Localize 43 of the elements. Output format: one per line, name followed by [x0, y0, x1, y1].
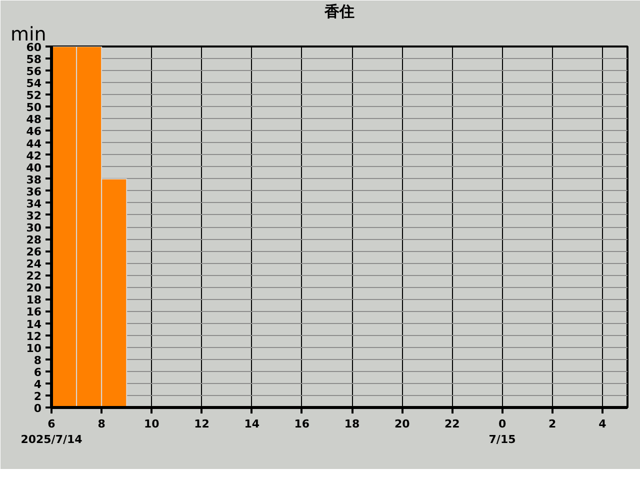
y-tick-label: 58 [26, 53, 42, 66]
x-tick-label: 16 [294, 418, 310, 430]
y-tick-label: 56 [26, 65, 42, 78]
y-tick-label: 46 [26, 125, 42, 138]
x-tick-label: 14 [244, 418, 260, 430]
y-tick-label: 0 [34, 402, 42, 415]
x-tick-label: 2 [548, 418, 556, 430]
y-tick-label: 20 [26, 282, 42, 295]
x-tick-label: 22 [444, 418, 460, 430]
y-tick-label: 42 [26, 149, 42, 162]
x-tick-label: 6 2025/7/14 [20, 418, 83, 446]
x-tick-label: 10 [144, 418, 160, 430]
x-tick-label: 12 [194, 418, 210, 430]
x-tick-label: 0 7/15 [488, 418, 516, 446]
x-tick-label: 8 [98, 418, 106, 430]
y-tick-label: 12 [26, 330, 42, 343]
y-tick-label: 16 [26, 306, 42, 319]
y-tick-label: 44 [26, 137, 42, 150]
y-tick-label: 54 [26, 77, 42, 90]
y-tick-label: 48 [26, 113, 42, 126]
y-tick-label: 32 [26, 209, 42, 222]
y-tick-label: 4 [34, 378, 42, 391]
y-tick-label: 10 [26, 342, 42, 355]
y-tick-label: 36 [26, 185, 42, 198]
y-tick-label: 30 [26, 222, 42, 234]
y-tick-label: 8 [34, 354, 42, 367]
x-tick-label: 20 [394, 418, 410, 430]
y-tick-label: 52 [26, 89, 42, 102]
y-tick-label: 50 [26, 101, 42, 114]
chart-title: 香住 [324, 2, 354, 20]
y-tick-label: 38 [26, 173, 42, 186]
y-tick-label: 6 [34, 366, 42, 379]
x-tick-label: 18 [344, 418, 360, 430]
y-tick-label: 18 [26, 294, 42, 307]
y-tick-label: 40 [26, 161, 42, 174]
y-tick-label: 22 [26, 270, 42, 283]
y-tick-label: 34 [26, 197, 42, 210]
y-tick-label: 14 [26, 318, 42, 331]
y-tick-label: 28 [26, 234, 42, 247]
x-tick-label: 4 [598, 418, 607, 430]
y-tick-label: 24 [26, 258, 42, 271]
y-tick-label: 26 [26, 246, 42, 259]
y-tick-label: 2 [34, 390, 42, 403]
